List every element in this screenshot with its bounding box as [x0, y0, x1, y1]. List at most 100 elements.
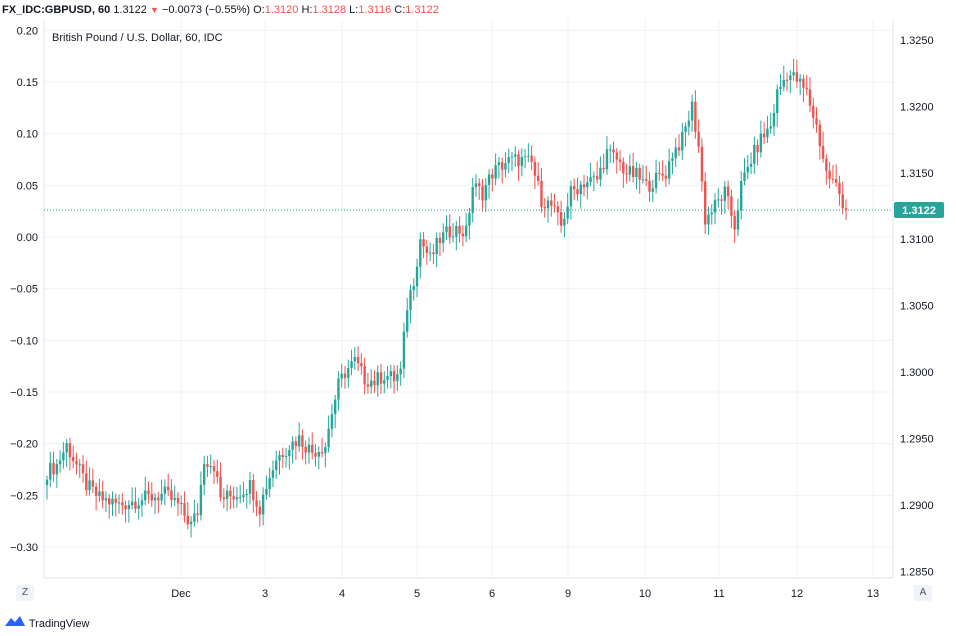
candle [825, 154, 828, 185]
candle [248, 472, 252, 505]
candle [710, 204, 713, 225]
candle [180, 495, 183, 515]
candle [628, 154, 632, 182]
candle [311, 432, 314, 460]
low-label: L: [349, 4, 359, 16]
candle [353, 347, 357, 370]
candle [834, 164, 838, 187]
candle [245, 488, 248, 509]
candle [196, 502, 199, 523]
candle [759, 120, 763, 158]
candle [615, 148, 618, 174]
left-tick-label: 0.00 [17, 232, 38, 244]
candle [350, 349, 353, 376]
candle [723, 180, 727, 214]
last-price: 1.3122 [113, 4, 147, 16]
right-tick-label: 1.2900 [900, 500, 934, 512]
candle [569, 180, 573, 220]
candle [818, 119, 822, 160]
candle [648, 172, 651, 202]
candle [612, 141, 615, 164]
candle [720, 194, 723, 215]
candle [599, 156, 602, 187]
candle [464, 213, 468, 243]
candle [327, 415, 330, 453]
candle [828, 161, 831, 189]
candle [733, 210, 736, 243]
time-axis[interactable]: Dec 3 4 5 6 9 10 11 12 13 [171, 588, 879, 600]
candle [586, 175, 589, 200]
low-value: 1.3116 [358, 4, 392, 16]
candle [838, 175, 841, 206]
candle [766, 115, 769, 144]
candle [294, 436, 298, 460]
candle [222, 488, 226, 509]
candle [333, 394, 337, 429]
candle [458, 216, 461, 243]
time-tick-label: 11 [713, 588, 724, 600]
candle [62, 442, 65, 469]
candle [491, 168, 494, 192]
right-tick-label: 1.3150 [900, 168, 934, 180]
candle [651, 179, 654, 202]
candle [130, 487, 134, 510]
candle [730, 189, 733, 229]
candle [317, 446, 320, 470]
candle [536, 161, 540, 186]
candle [690, 94, 694, 133]
candle [461, 225, 465, 247]
candle [288, 445, 291, 470]
candle [687, 110, 691, 136]
candle [805, 74, 808, 96]
candle [176, 491, 180, 516]
candle [134, 487, 137, 513]
candle [471, 177, 474, 223]
candle [812, 97, 815, 129]
candle [566, 193, 569, 225]
tradingview-logo-icon [4, 614, 26, 634]
candle [700, 138, 704, 192]
candle [749, 152, 753, 175]
footer[interactable]: TradingView [0, 614, 89, 634]
candle [212, 460, 216, 485]
candle [484, 177, 487, 212]
right-tick-label: 1.3200 [900, 101, 934, 113]
candle [261, 487, 265, 526]
right-tick-label: 1.3000 [900, 367, 934, 379]
right-axis[interactable]: 1.3250 1.3200 1.3150 1.3100 1.3050 1.3000 1.29… [900, 35, 934, 578]
candle [173, 485, 176, 507]
left-tick-label: −0.10 [10, 335, 38, 347]
candle [229, 485, 232, 510]
candle [153, 493, 157, 515]
auto-scale-button[interactable]: A [914, 585, 932, 601]
left-axis[interactable]: 0.20 0.15 0.10 0.05 0.00 −0.05 −0.10 −0.15 −0.20… [10, 25, 38, 554]
candle [392, 365, 396, 394]
candle [543, 197, 546, 218]
candle [101, 480, 104, 509]
candle [81, 455, 85, 483]
symbol-label[interactable]: FX_IDC:GBPUSD, 60 [2, 4, 111, 16]
chart-legend[interactable]: British Pound / U.S. Dollar, 60, IDC [52, 32, 223, 44]
candle [121, 493, 124, 515]
candle [654, 159, 658, 194]
candle [746, 155, 749, 180]
candle [186, 502, 190, 530]
candle [170, 479, 173, 508]
candle [419, 232, 422, 279]
candle [425, 239, 429, 265]
zoom-reset-button[interactable]: Z [16, 585, 34, 601]
left-tick-label: −0.25 [10, 490, 38, 502]
candle [147, 481, 150, 504]
candle [609, 144, 612, 164]
candle [625, 163, 628, 184]
candle [798, 73, 802, 96]
candle [376, 365, 379, 397]
left-tick-label: 0.15 [17, 77, 38, 89]
candle [792, 58, 795, 81]
candle [422, 232, 425, 259]
candle [157, 491, 160, 514]
candle [638, 163, 641, 194]
time-tick-label: 13 [867, 588, 879, 600]
candle [589, 162, 592, 187]
